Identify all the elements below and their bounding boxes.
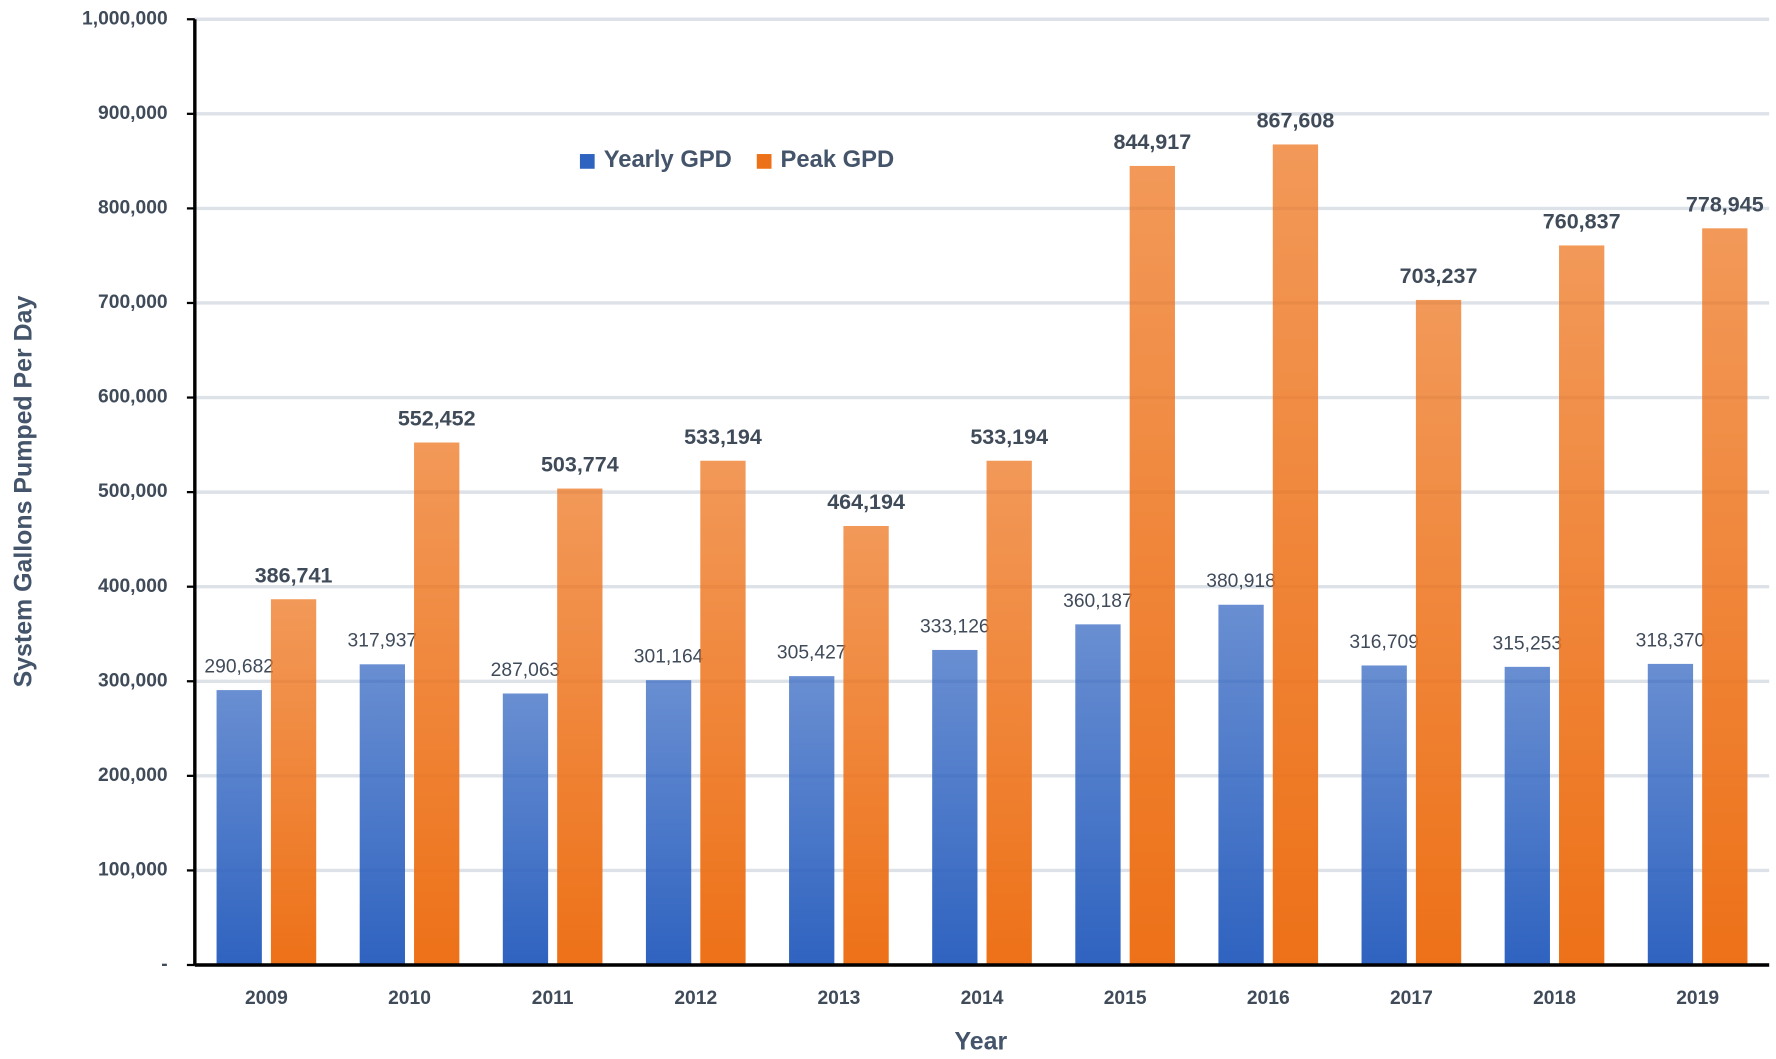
bar: [1559, 245, 1605, 965]
bar: [270, 599, 317, 965]
bar: [359, 664, 405, 965]
x-tick-label: 2016: [1247, 988, 1290, 1009]
value-label: 778,945: [1686, 192, 1764, 216]
y-tick-label: 900,000: [98, 103, 168, 124]
bar: [986, 460, 1032, 965]
value-label: 290,682: [204, 657, 274, 678]
bar: [1075, 624, 1121, 965]
y-tick-label: -: [161, 954, 167, 975]
value-label: 464,194: [827, 490, 905, 514]
bar: [789, 676, 835, 965]
x-tick-label: 2014: [961, 988, 1004, 1009]
bar: [843, 525, 889, 965]
value-label: 386,741: [255, 563, 333, 587]
y-axis-title: System Gallons Pumped Per Day: [10, 296, 38, 688]
value-label: 318,370: [1636, 630, 1706, 651]
x-tick-label: 2011: [532, 988, 574, 1009]
value-label: 301,164: [634, 647, 704, 668]
bar: [645, 680, 692, 965]
y-tick-label: 700,000: [98, 292, 168, 313]
x-tick-label: 2017: [1390, 988, 1433, 1009]
legend-swatch: [579, 154, 595, 169]
x-tick-label: 2019: [1676, 988, 1719, 1009]
legend-swatch: [756, 154, 772, 169]
x-axis-title: Year: [955, 1028, 1008, 1056]
bar: [216, 690, 262, 965]
value-label: 287,063: [491, 660, 561, 681]
bar: [1218, 604, 1264, 965]
bar: [932, 649, 978, 965]
bar: [700, 460, 746, 965]
value-label: 305,427: [777, 643, 847, 664]
y-tick-label: 1,000,000: [82, 8, 168, 29]
value-label: 867,608: [1257, 108, 1335, 132]
x-tick-label: 2015: [1104, 988, 1147, 1009]
bar: [1272, 144, 1319, 965]
bar: [502, 693, 549, 965]
y-tick-label: 600,000: [98, 387, 168, 408]
bar: [414, 442, 460, 965]
bar: [1702, 228, 1748, 965]
value-label: 380,918: [1206, 571, 1276, 592]
y-tick-label: 500,000: [98, 481, 168, 502]
bar: [557, 488, 603, 965]
value-label: 760,837: [1543, 209, 1621, 233]
y-tick-label: 300,000: [98, 670, 168, 691]
value-label: 316,709: [1349, 632, 1419, 653]
legend-label: Peak GPD: [781, 146, 895, 173]
value-label: 703,237: [1400, 264, 1478, 288]
legend-label: Yearly GPD: [604, 146, 732, 173]
x-tick-label: 2010: [388, 988, 431, 1009]
value-label: 317,937: [348, 631, 418, 652]
value-label: 333,126: [920, 616, 990, 637]
x-tick-label: 2009: [245, 988, 288, 1009]
value-label: 533,194: [970, 425, 1048, 449]
y-tick-label: 800,000: [98, 197, 168, 218]
value-label: 503,774: [541, 453, 619, 477]
value-label: 360,187: [1063, 591, 1133, 612]
value-label: 315,253: [1493, 633, 1563, 654]
value-label: 552,452: [398, 407, 476, 431]
bar: [1647, 663, 1694, 965]
bar: [1504, 666, 1550, 965]
y-tick-label: 100,000: [98, 859, 168, 880]
value-label: 844,917: [1113, 130, 1191, 154]
bar: [1129, 165, 1175, 965]
x-tick-label: 2013: [817, 988, 860, 1009]
x-tick-label: 2018: [1533, 988, 1576, 1009]
bar: [1361, 665, 1407, 965]
value-label: 533,194: [684, 425, 762, 449]
y-tick-label: 200,000: [98, 765, 168, 786]
x-tick-label: 2012: [674, 988, 717, 1009]
bar: [1415, 299, 1462, 965]
y-tick-label: 400,000: [98, 576, 168, 597]
